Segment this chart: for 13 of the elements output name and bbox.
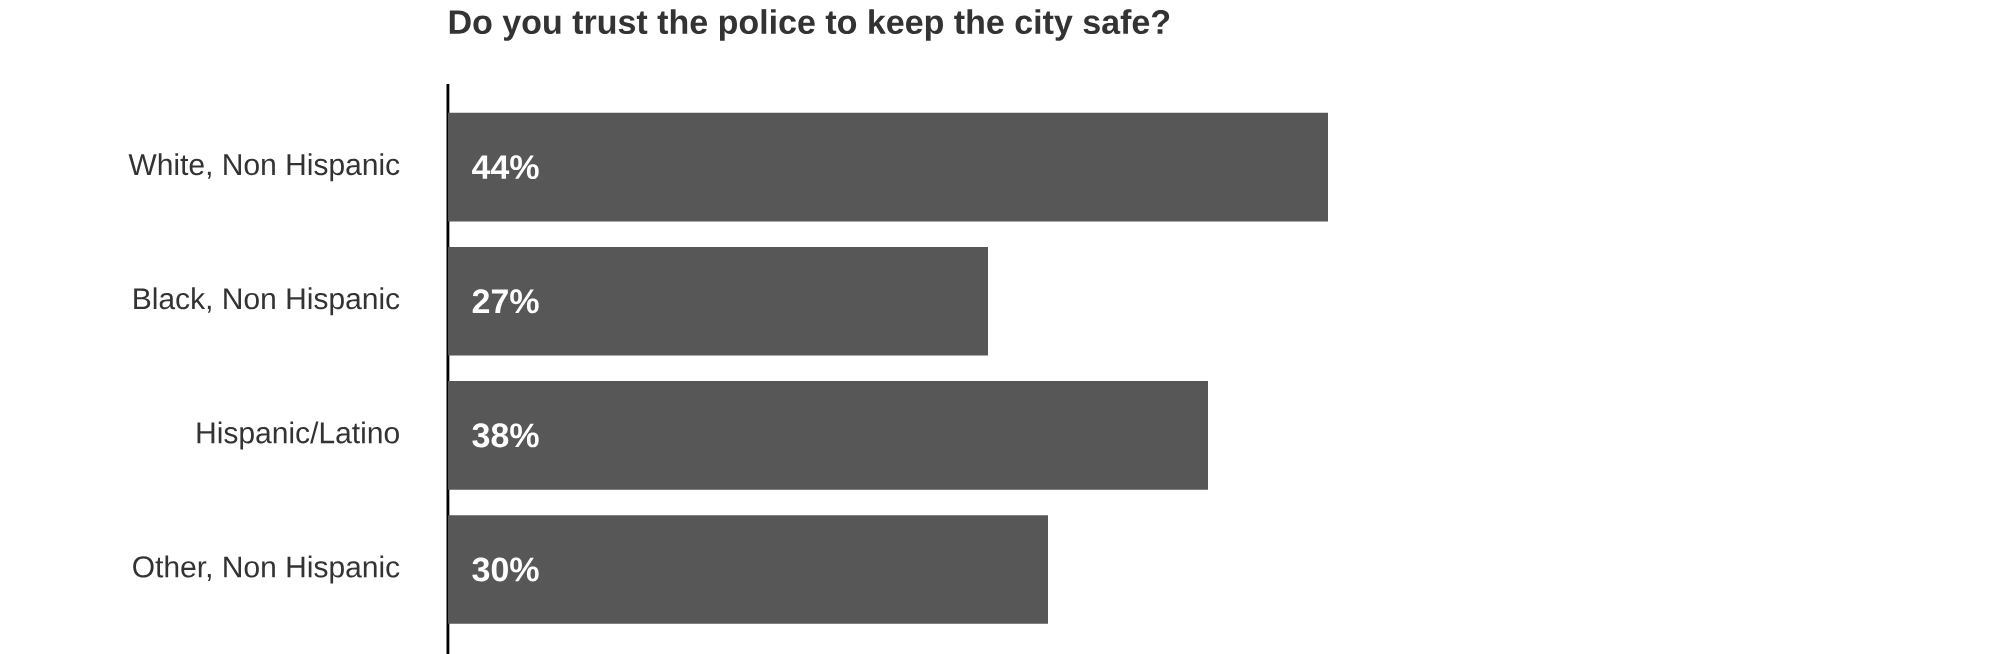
chart-title: Do you trust the police to keep the city safe? (449, 9, 1170, 41)
data-label: 44% (472, 155, 539, 180)
y-tick-label: Hispanic/Latino (197, 421, 399, 450)
bar (448, 515, 1048, 624)
bar (448, 381, 1208, 490)
y-tick-label: Black, Non Hispanic (134, 287, 400, 316)
bar (448, 112, 1328, 222)
data-label: 38% (472, 423, 539, 448)
data-label: 30% (472, 557, 539, 582)
y-tick-label: Other, Non Hispanic (133, 555, 400, 584)
bar (448, 246, 988, 356)
y-tick-label: White, Non Hispanic (128, 153, 400, 182)
data-label: 27% (472, 289, 539, 314)
